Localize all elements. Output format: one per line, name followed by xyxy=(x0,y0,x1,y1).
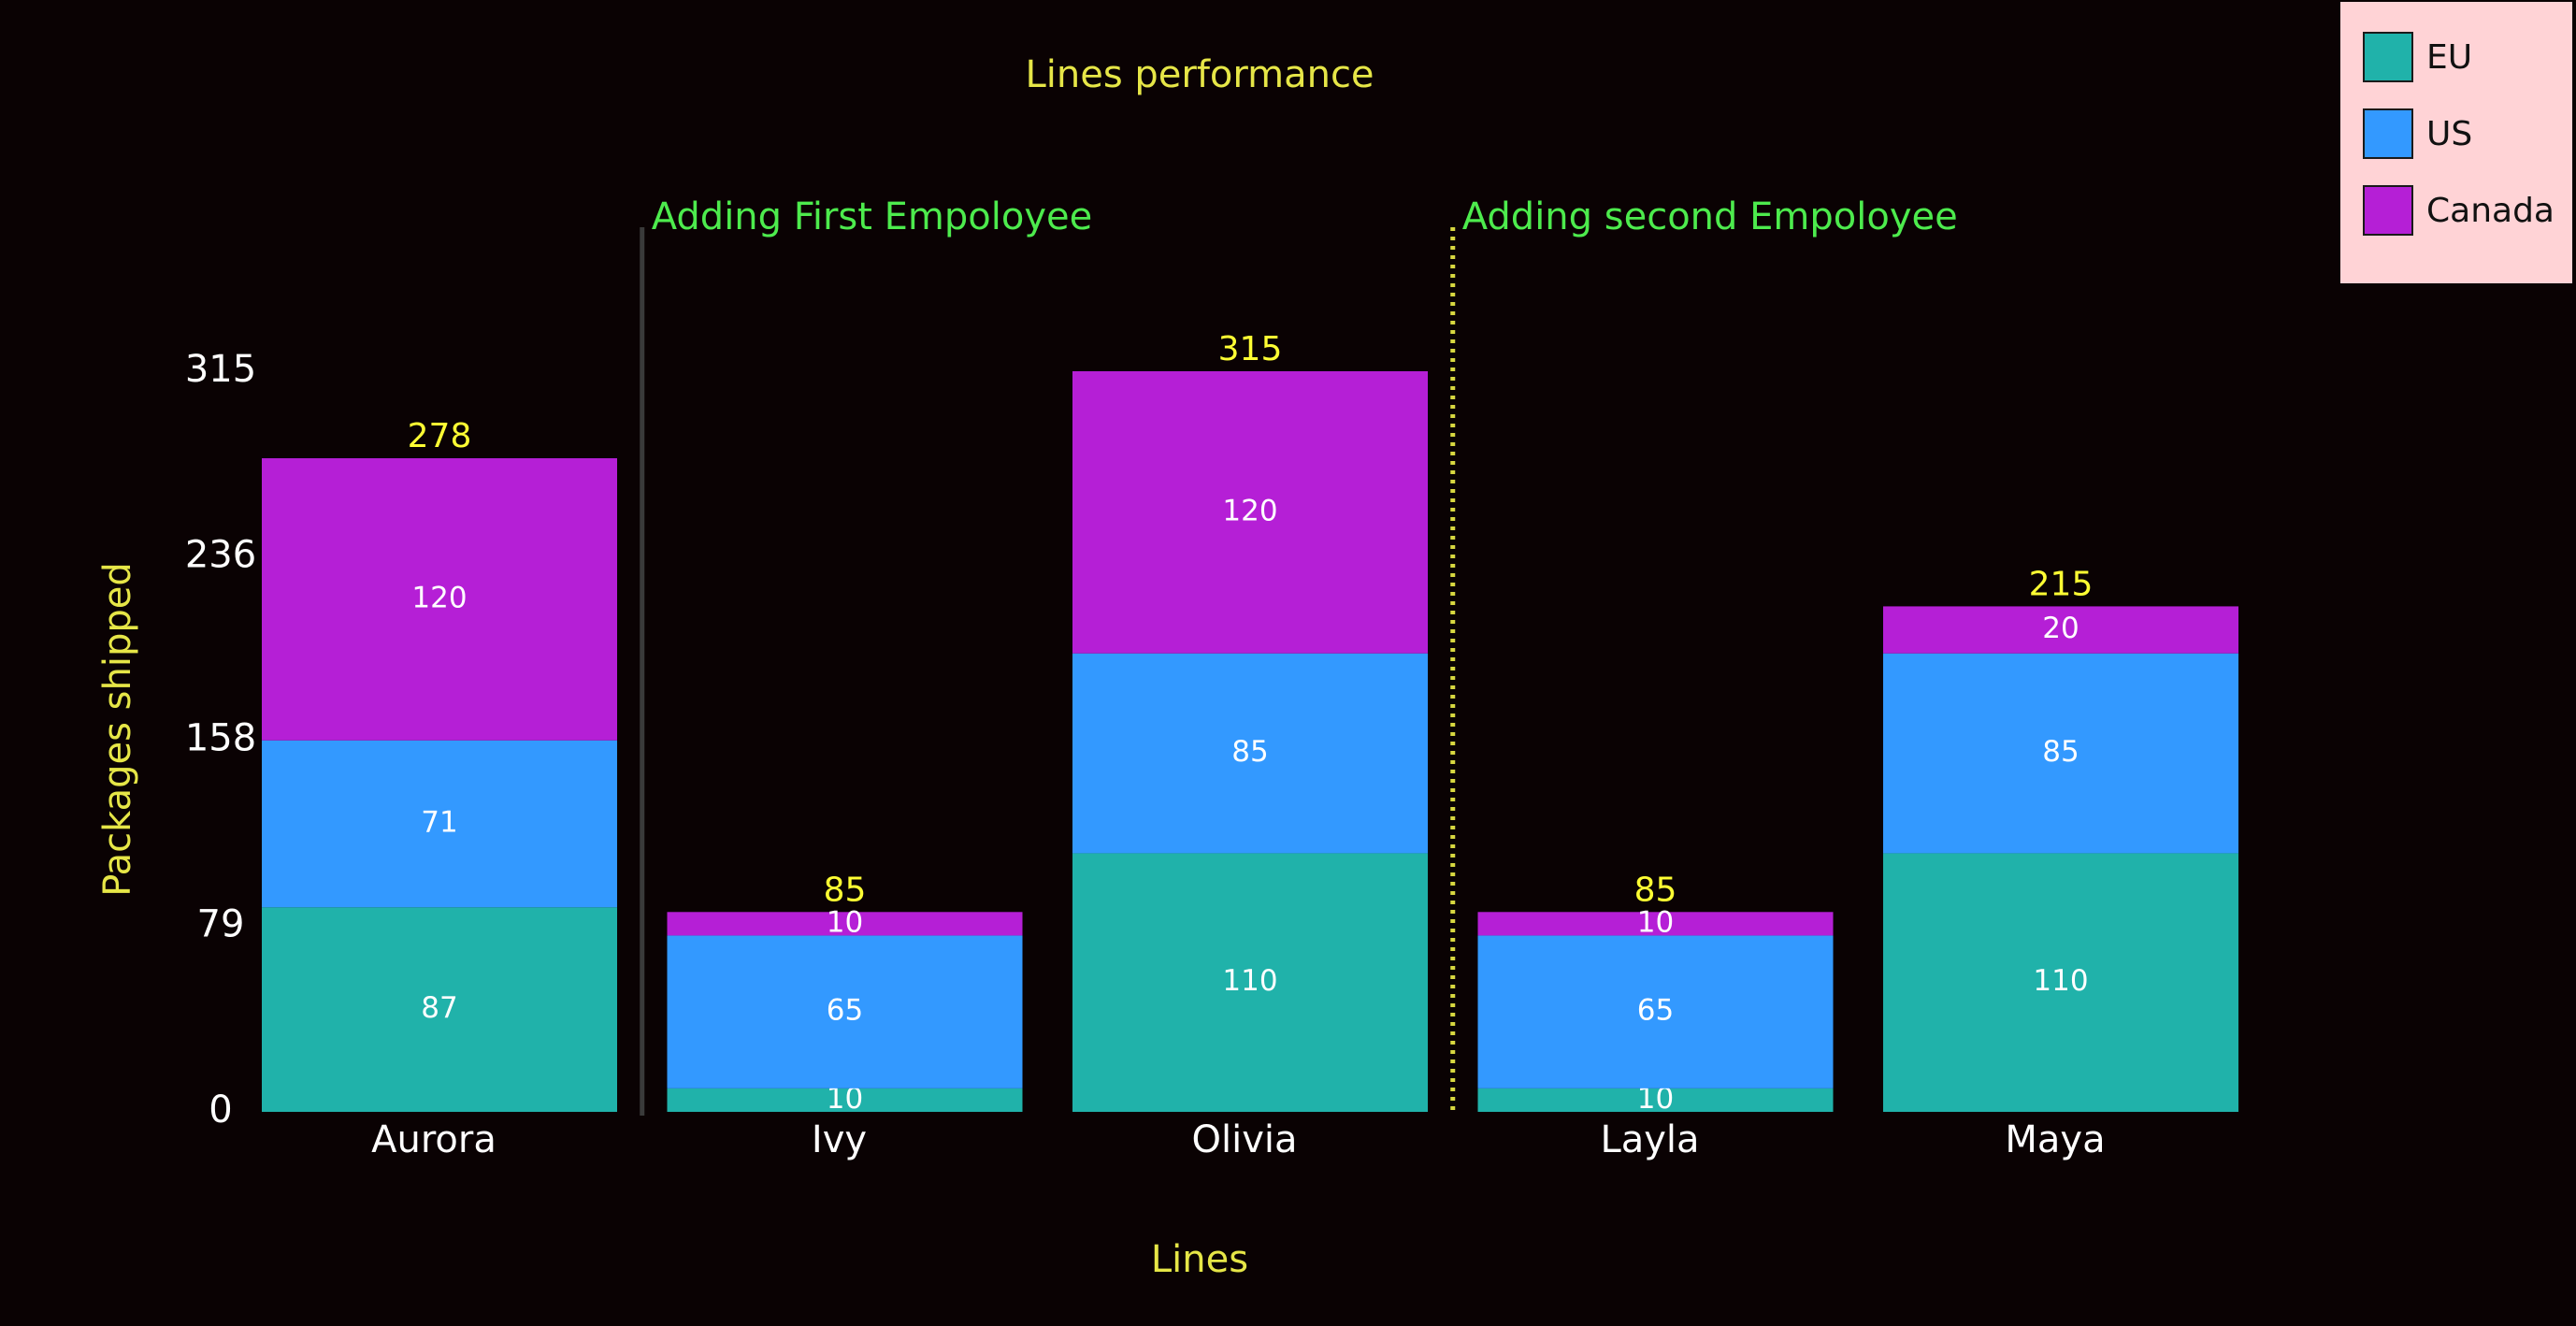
legend-item-eu: EU xyxy=(2363,30,2472,84)
bar-segment-eu-maya xyxy=(1883,853,2238,1112)
legend-label-eu: EU xyxy=(2426,37,2473,77)
data-label-canada-layla: 10 xyxy=(1637,905,1674,939)
y-axis-label: Packages shipped xyxy=(96,562,139,896)
bar-segment-canada-layla xyxy=(1477,912,1834,936)
x-tick-label-aurora: Aurora xyxy=(371,1118,496,1161)
legend-swatch-us xyxy=(2363,108,2413,159)
x-tick-label-maya: Maya xyxy=(2005,1118,2105,1161)
data-label-us-maya: 85 xyxy=(2042,735,2079,769)
bar-segment-eu-olivia xyxy=(1072,853,1428,1112)
data-label-eu-olivia: 110 xyxy=(1222,964,1277,998)
x-tick-label-olivia: Olivia xyxy=(1191,1118,1297,1161)
total-label-layla: 85 xyxy=(1634,871,1677,909)
data-label-canada-ivy: 10 xyxy=(827,905,863,939)
legend-swatch-canada xyxy=(2363,185,2413,236)
bar-segment-canada-ivy xyxy=(667,912,1023,936)
bar-segment-canada-olivia xyxy=(1072,371,1428,654)
legend-item-us: US xyxy=(2363,107,2472,161)
total-label-ivy: 85 xyxy=(824,871,867,909)
y-tick-label-236: 236 xyxy=(185,534,256,577)
bar-segment-canada-aurora xyxy=(262,458,617,741)
annotation-text-1: Adding First Empoloyee xyxy=(652,195,1092,238)
total-label-aurora: 278 xyxy=(408,417,472,455)
data-label-us-ivy: 65 xyxy=(827,994,863,1028)
annotation-text-2: Adding second Empoloyee xyxy=(1462,195,1958,238)
bar-segment-us-olivia xyxy=(1072,653,1428,854)
x-axis-label: Lines xyxy=(1151,1238,1248,1281)
y-tick-label-158: 158 xyxy=(185,717,256,760)
y-tick-label-79: 79 xyxy=(197,902,245,945)
data-label-canada-olivia: 120 xyxy=(1222,494,1277,527)
bar-segment-eu-aurora xyxy=(262,907,617,1112)
data-label-us-layla: 65 xyxy=(1637,994,1674,1028)
legend: EU US Canada xyxy=(2340,2,2572,283)
data-label-eu-maya: 110 xyxy=(2033,964,2088,998)
data-label-eu-aurora: 87 xyxy=(421,991,457,1025)
data-label-canada-maya: 20 xyxy=(2042,612,2079,645)
legend-item-canada: Canada xyxy=(2363,183,2554,238)
chart-marks: 0791582363158771120278Aurora10651085Ivy1… xyxy=(185,195,2238,1161)
legend-label-us: US xyxy=(2426,114,2473,153)
legend-swatch-eu xyxy=(2363,32,2413,82)
legend-label-canada: Canada xyxy=(2426,191,2554,230)
bar-segment-eu-layla xyxy=(1477,1088,1834,1112)
bar-segment-us-layla xyxy=(1477,935,1834,1088)
data-label-us-aurora: 71 xyxy=(421,806,457,840)
chart-title: Lines performance xyxy=(1025,53,1374,96)
total-label-maya: 215 xyxy=(2029,565,2094,603)
data-label-us-olivia: 85 xyxy=(1231,735,1268,769)
bar-segment-us-aurora xyxy=(262,740,617,908)
y-tick-label-315: 315 xyxy=(185,348,256,391)
bar-segment-us-ivy xyxy=(667,935,1023,1088)
data-label-canada-aurora: 120 xyxy=(411,581,467,614)
bar-segment-us-maya xyxy=(1883,653,2238,854)
bar-segment-eu-ivy xyxy=(667,1088,1023,1112)
y-tick-label-0: 0 xyxy=(209,1088,232,1131)
x-tick-label-ivy: Ivy xyxy=(812,1118,867,1161)
total-label-olivia: 315 xyxy=(1218,330,1283,368)
bar-segment-canada-maya xyxy=(1883,606,2238,654)
x-tick-label-layla: Layla xyxy=(1600,1118,1699,1161)
